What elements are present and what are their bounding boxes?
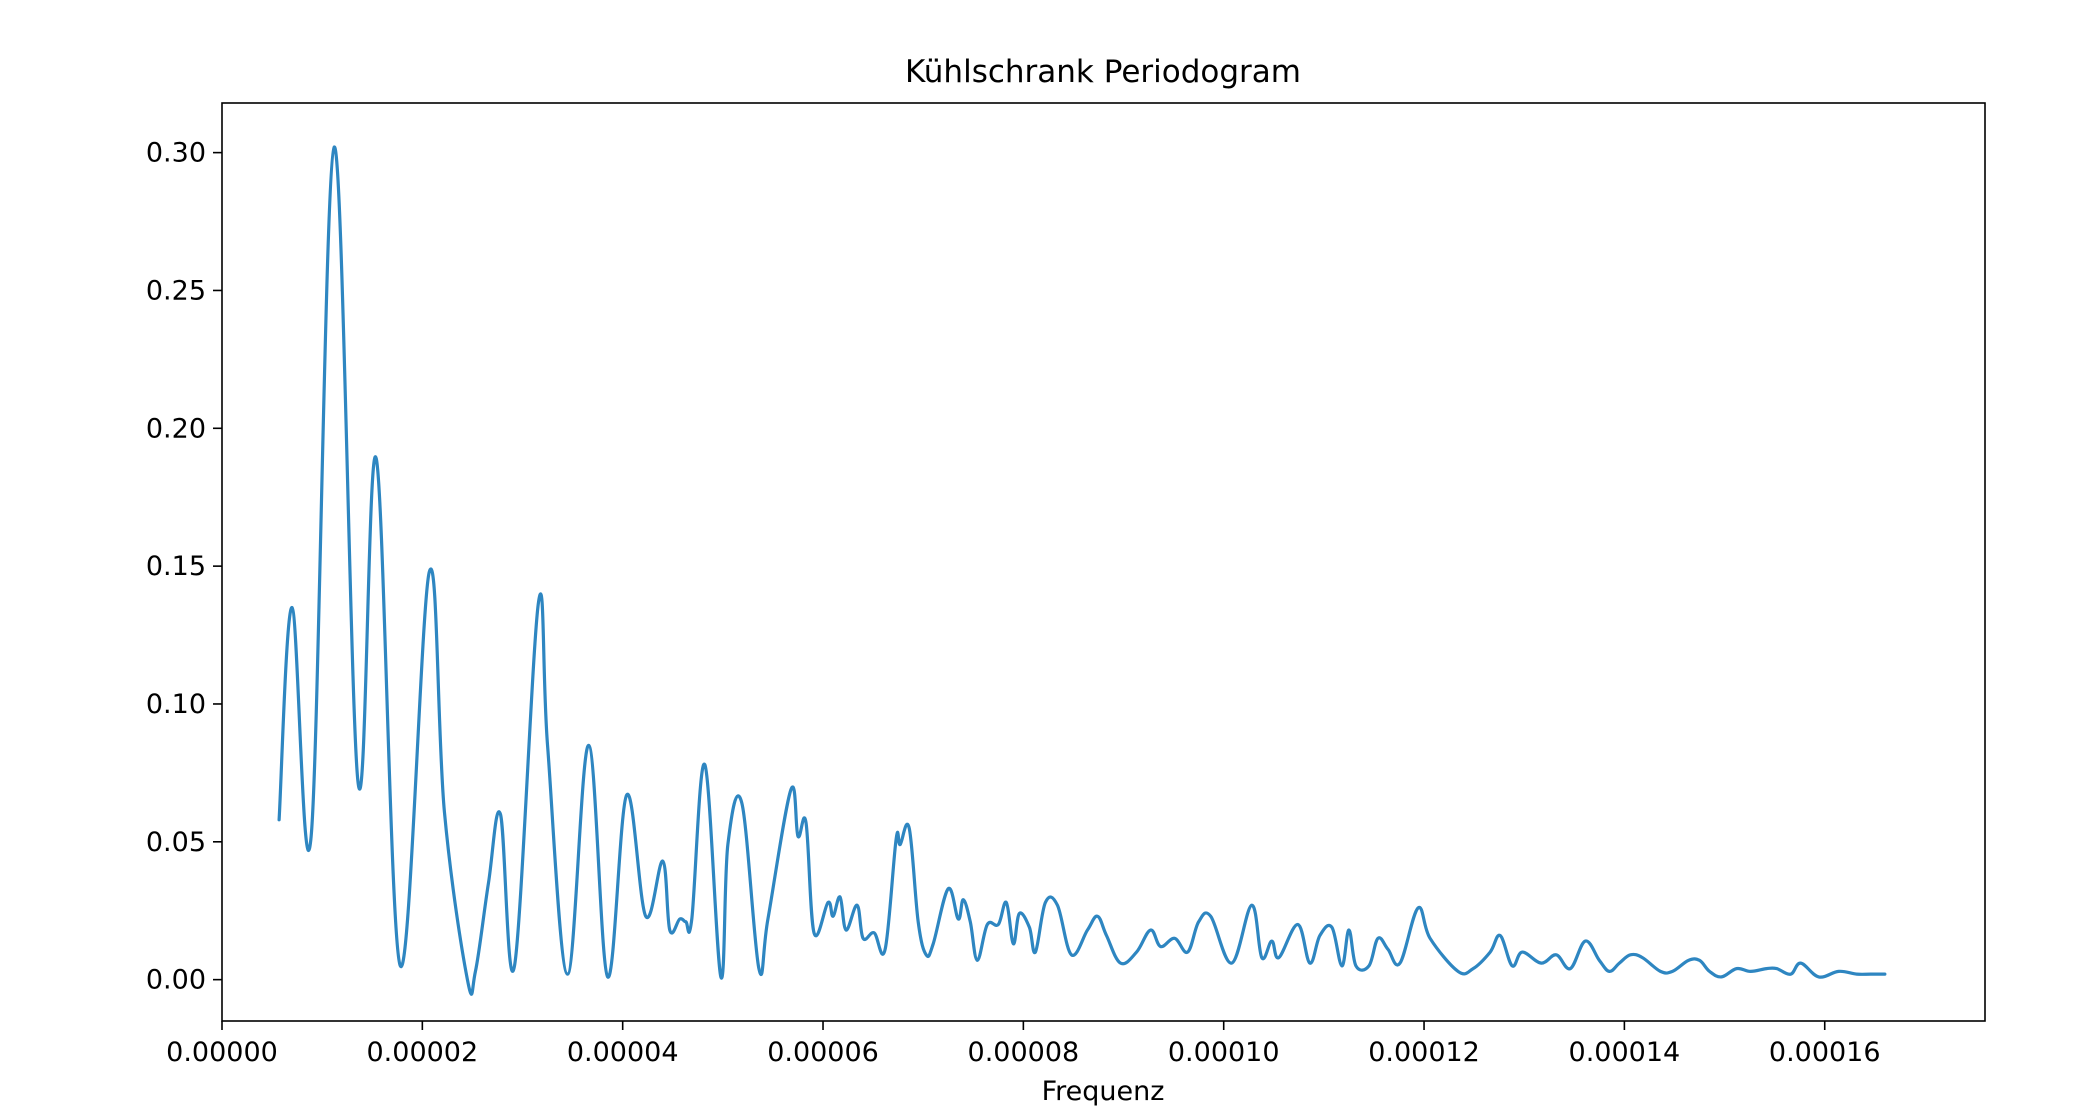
y-tick-label: 0.20 — [146, 413, 206, 444]
y-axis-ticks: 0.00 0.05 0.10 0.15 0.20 0.25 0.30 — [146, 138, 222, 996]
x-axis-label: Frequenz — [1042, 1076, 1165, 1107]
y-tick-label: 0.15 — [146, 551, 206, 582]
plot-frame — [221, 102, 1986, 1022]
x-tick-label: 0.00014 — [1569, 1037, 1681, 1068]
x-tick-label: 0.00000 — [166, 1037, 278, 1068]
series-line — [277, 145, 1887, 996]
x-tick-label: 0.00006 — [767, 1037, 879, 1068]
y-tick-label: 0.00 — [146, 965, 206, 996]
y-tick-label: 0.10 — [146, 689, 206, 720]
x-tick-label: 0.00004 — [567, 1037, 679, 1068]
y-tick-label: 0.05 — [146, 827, 206, 858]
chart-title: Kühlschrank Periodogram — [905, 54, 1301, 90]
y-tick-label: 0.25 — [146, 275, 206, 306]
x-tick-label: 0.00012 — [1368, 1037, 1480, 1068]
y-tick-label: 0.30 — [146, 138, 206, 169]
x-tick-label: 0.00016 — [1769, 1037, 1881, 1068]
x-tick-label: 0.00002 — [367, 1037, 479, 1068]
x-tick-label: 0.00010 — [1168, 1037, 1280, 1068]
x-tick-label: 0.00008 — [968, 1037, 1080, 1068]
x-axis-ticks: 0.00000 0.00002 0.00004 0.00006 0.00008 0.000… — [166, 1021, 1881, 1068]
